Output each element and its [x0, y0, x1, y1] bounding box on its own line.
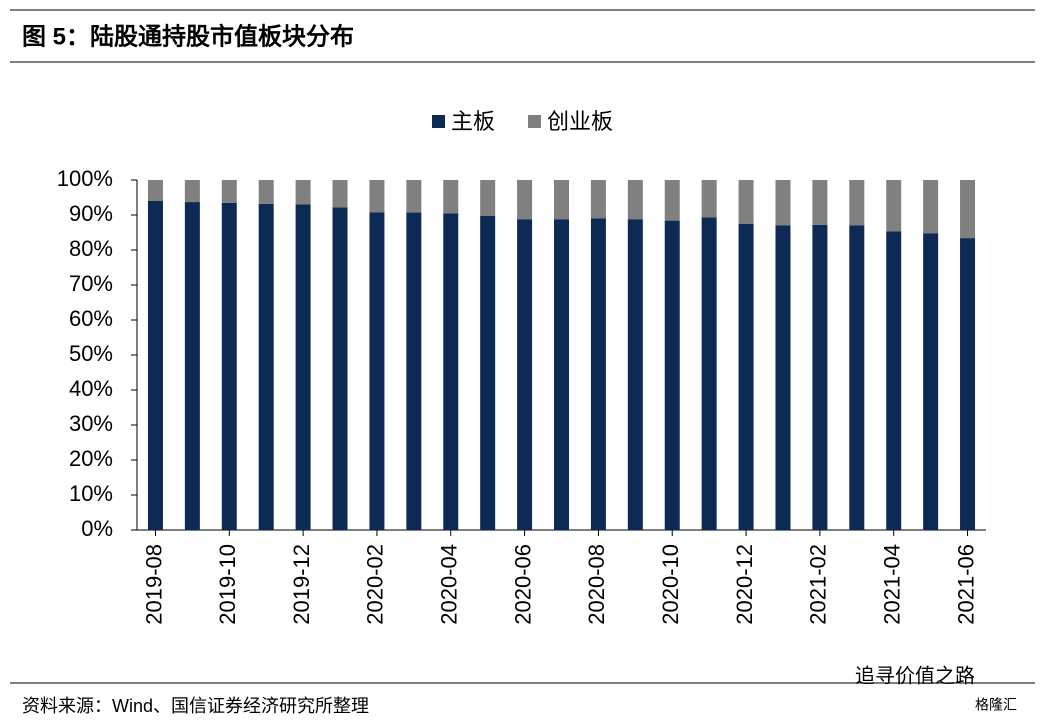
bar-segment	[369, 212, 385, 530]
bar-segment	[480, 180, 496, 216]
bar-segment	[443, 213, 459, 530]
bar-segment	[664, 180, 680, 221]
bar-segment	[812, 224, 828, 531]
y-tick-label: 80%	[69, 236, 113, 261]
bar-segment	[849, 225, 865, 530]
bar-segment	[221, 202, 237, 530]
bar-segment	[738, 180, 754, 224]
bar-segment	[332, 207, 348, 531]
y-tick-label: 50%	[69, 341, 113, 366]
x-tick-label: 2020-04	[437, 544, 462, 625]
bar-segment	[664, 220, 680, 530]
x-tick-label: 2020-10	[658, 544, 683, 625]
bar-segment	[295, 204, 311, 530]
bar-segment	[738, 223, 754, 530]
x-tick-label: 2021-02	[806, 544, 831, 625]
bar-segment	[517, 219, 533, 530]
bar-segment	[369, 180, 385, 213]
bar-segment	[406, 180, 422, 213]
y-tick-label: 0%	[81, 516, 113, 541]
bar-segment	[258, 180, 274, 204]
legend-swatch	[432, 115, 445, 128]
x-tick-label: 2019-10	[215, 544, 240, 625]
y-tick-label: 90%	[69, 201, 113, 226]
x-tick-label: 2020-06	[510, 544, 535, 625]
y-tick-label: 40%	[69, 376, 113, 401]
bar-segment	[480, 215, 496, 530]
bar-segment	[960, 180, 976, 239]
bar-segment	[923, 180, 939, 234]
x-tick-label: 2021-04	[880, 544, 905, 625]
bar-segment	[406, 212, 422, 531]
bar-segment	[147, 180, 163, 201]
bar-segment	[627, 219, 643, 530]
bar-segment	[258, 203, 274, 531]
bar-segment	[590, 218, 606, 530]
legend-label: 创业板	[547, 109, 613, 134]
bar-segment	[147, 201, 163, 530]
bar-segment	[627, 180, 643, 220]
bar-segment	[775, 225, 791, 530]
bar-segment	[221, 180, 237, 203]
y-tick-label: 10%	[69, 481, 113, 506]
source-note: 资料来源：Wind、国信证券经济研究所整理	[22, 696, 369, 716]
bar-segment	[554, 180, 569, 220]
x-tick-label: 2020-08	[584, 544, 609, 625]
bar-segment	[886, 180, 902, 232]
x-tick-label: 2019-08	[141, 544, 166, 625]
bar-segment	[554, 219, 569, 530]
legend-label: 主板	[451, 109, 495, 134]
bar-segment	[923, 233, 939, 530]
bar-segment	[775, 180, 791, 226]
x-tick-label: 2019-12	[289, 544, 314, 625]
y-tick-label: 20%	[69, 446, 113, 471]
bar-segment	[812, 180, 828, 225]
bar-segment	[184, 202, 200, 531]
y-tick-label: 60%	[69, 306, 113, 331]
bar-segment	[590, 180, 606, 219]
legend-swatch	[528, 115, 541, 128]
bar-segment	[701, 180, 717, 218]
bar-segment	[184, 180, 200, 203]
bar-segment	[960, 238, 976, 530]
y-tick-label: 100%	[57, 166, 113, 191]
x-tick-label: 2020-12	[732, 544, 757, 625]
bar-segment	[701, 217, 717, 530]
y-tick-label: 70%	[69, 271, 113, 296]
bar-segment	[443, 180, 459, 214]
bar-segment	[295, 180, 311, 205]
bar-segment	[849, 180, 865, 226]
x-tick-label: 2021-06	[953, 544, 978, 625]
bar-segment	[517, 180, 533, 220]
y-tick-label: 30%	[69, 411, 113, 436]
watermark: 追寻价值之路	[855, 664, 975, 687]
bar-segment	[886, 231, 902, 530]
x-tick-label: 2020-02	[363, 544, 388, 625]
watermark-brand: 格隆汇	[975, 697, 1017, 713]
bar-segment	[332, 180, 348, 208]
chart-title: 图 5：陆股通持股市值板块分布	[22, 22, 354, 50]
